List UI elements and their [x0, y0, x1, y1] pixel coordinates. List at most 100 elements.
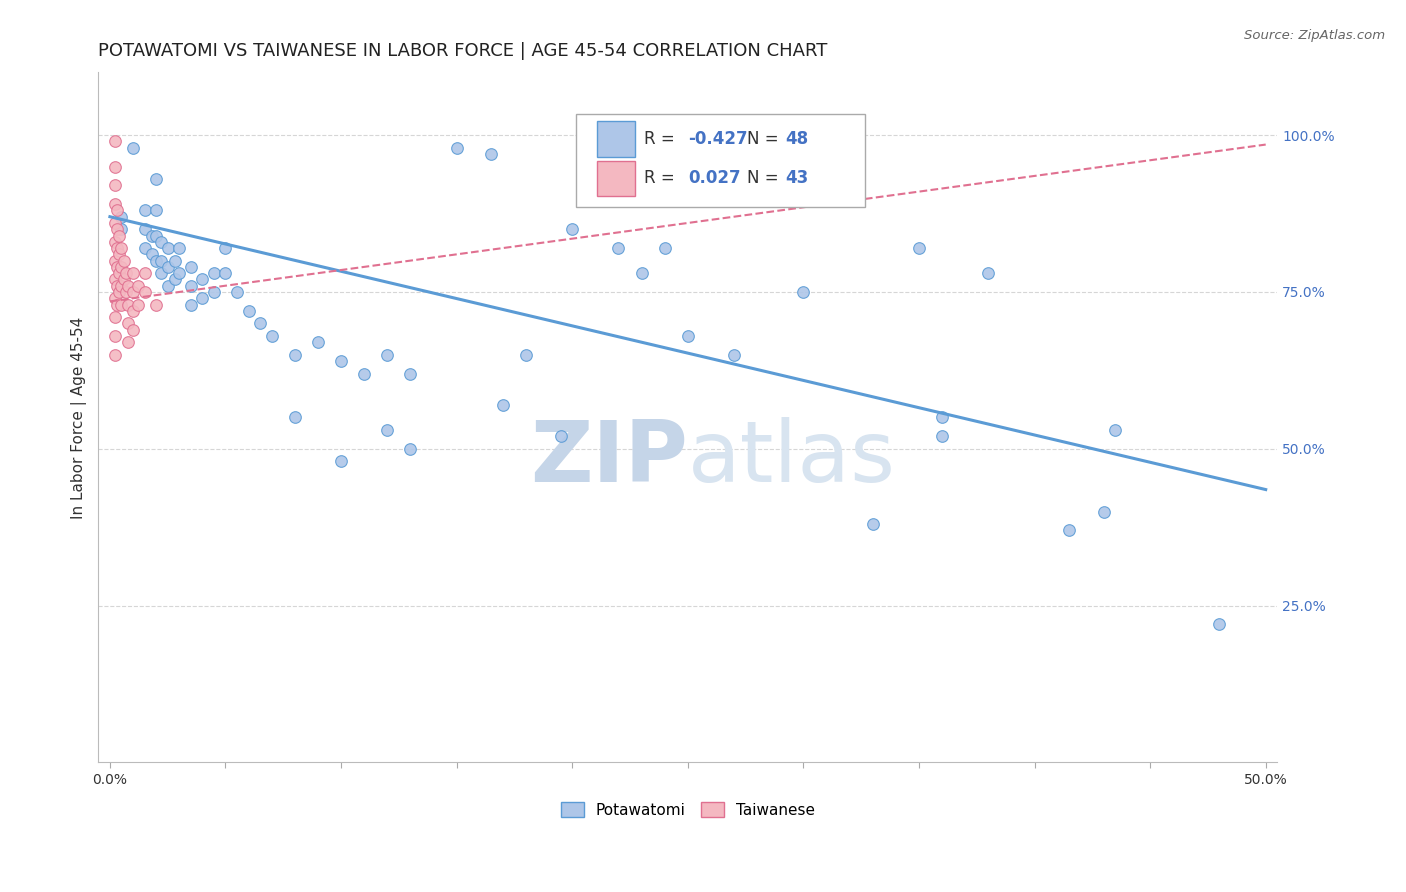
Point [149, 266, 172, 280]
Point [122, 285, 145, 299]
Text: R =: R = [644, 169, 681, 187]
Point [117, 278, 139, 293]
Point [167, 266, 190, 280]
Point [156, 241, 179, 255]
Point [103, 216, 125, 230]
Text: POTAWATOMI VS TAIWANESE IN LABOR FORCE | AGE 45-54 CORRELATION CHART: POTAWATOMI VS TAIWANESE IN LABOR FORCE |… [98, 42, 828, 60]
Point [492, 398, 515, 412]
Point [103, 291, 125, 305]
Point [103, 135, 125, 149]
Point [145, 172, 167, 186]
Point [238, 303, 260, 318]
Point [103, 253, 125, 268]
Text: -0.427: -0.427 [688, 130, 748, 148]
Point [103, 178, 125, 193]
Text: R =: R = [644, 130, 681, 148]
Point [191, 291, 214, 305]
Text: atlas: atlas [688, 417, 896, 500]
Point [167, 241, 190, 255]
Point [399, 367, 422, 381]
Y-axis label: In Labor Force | Age 45-54: In Labor Force | Age 45-54 [72, 317, 87, 518]
Point [838, 172, 860, 186]
Point [103, 310, 125, 324]
Point [149, 253, 172, 268]
Point [103, 348, 125, 362]
Point [105, 241, 128, 255]
Point [149, 235, 172, 249]
Point [141, 247, 163, 261]
Point [163, 253, 186, 268]
Text: 43: 43 [786, 169, 808, 187]
Point [122, 323, 145, 337]
Point [399, 442, 422, 456]
Point [723, 348, 745, 362]
Point [110, 222, 132, 236]
Point [122, 266, 145, 280]
Point [117, 297, 139, 311]
Point [105, 260, 128, 274]
Point [108, 285, 131, 299]
Point [127, 297, 149, 311]
Point [249, 316, 271, 330]
Point [134, 266, 156, 280]
Point [108, 228, 131, 243]
Point [862, 517, 884, 532]
Text: N =: N = [747, 169, 783, 187]
Point [284, 348, 307, 362]
Point [103, 329, 125, 343]
Point [156, 278, 179, 293]
Text: 0.027: 0.027 [688, 169, 741, 187]
Point [284, 410, 307, 425]
Point [110, 260, 132, 274]
Point [134, 203, 156, 218]
Point [145, 228, 167, 243]
Point [117, 335, 139, 350]
Text: 48: 48 [786, 130, 808, 148]
Point [134, 285, 156, 299]
Point [654, 241, 676, 255]
Text: ZIP: ZIP [530, 417, 688, 500]
Point [115, 285, 138, 299]
FancyBboxPatch shape [598, 120, 634, 157]
Point [202, 266, 225, 280]
Text: Source: ZipAtlas.com: Source: ZipAtlas.com [1244, 29, 1385, 42]
Point [479, 147, 502, 161]
Point [145, 297, 167, 311]
FancyBboxPatch shape [598, 161, 634, 196]
Point [607, 241, 630, 255]
Point [214, 241, 236, 255]
Point [103, 272, 125, 286]
Point [260, 329, 283, 343]
Point [105, 222, 128, 236]
Point [141, 228, 163, 243]
Point [163, 272, 186, 286]
Point [191, 272, 214, 286]
Point [105, 203, 128, 218]
Point [105, 278, 128, 293]
Point [103, 235, 125, 249]
Point [307, 335, 329, 350]
Point [550, 429, 572, 443]
Point [110, 297, 132, 311]
Point [145, 203, 167, 218]
Point [1092, 504, 1115, 518]
Point [105, 297, 128, 311]
Point [117, 316, 139, 330]
Point [676, 329, 699, 343]
Point [226, 285, 249, 299]
Point [515, 348, 537, 362]
Point [561, 222, 583, 236]
Point [214, 266, 236, 280]
Point [330, 454, 353, 468]
Point [931, 429, 953, 443]
Text: N =: N = [747, 130, 783, 148]
Point [127, 278, 149, 293]
Point [1057, 524, 1080, 538]
Legend: Potawatomi, Taiwanese: Potawatomi, Taiwanese [554, 796, 821, 824]
Point [112, 253, 135, 268]
FancyBboxPatch shape [576, 114, 865, 207]
Point [1208, 617, 1230, 632]
Point [908, 241, 931, 255]
Point [375, 348, 398, 362]
Point [122, 141, 145, 155]
